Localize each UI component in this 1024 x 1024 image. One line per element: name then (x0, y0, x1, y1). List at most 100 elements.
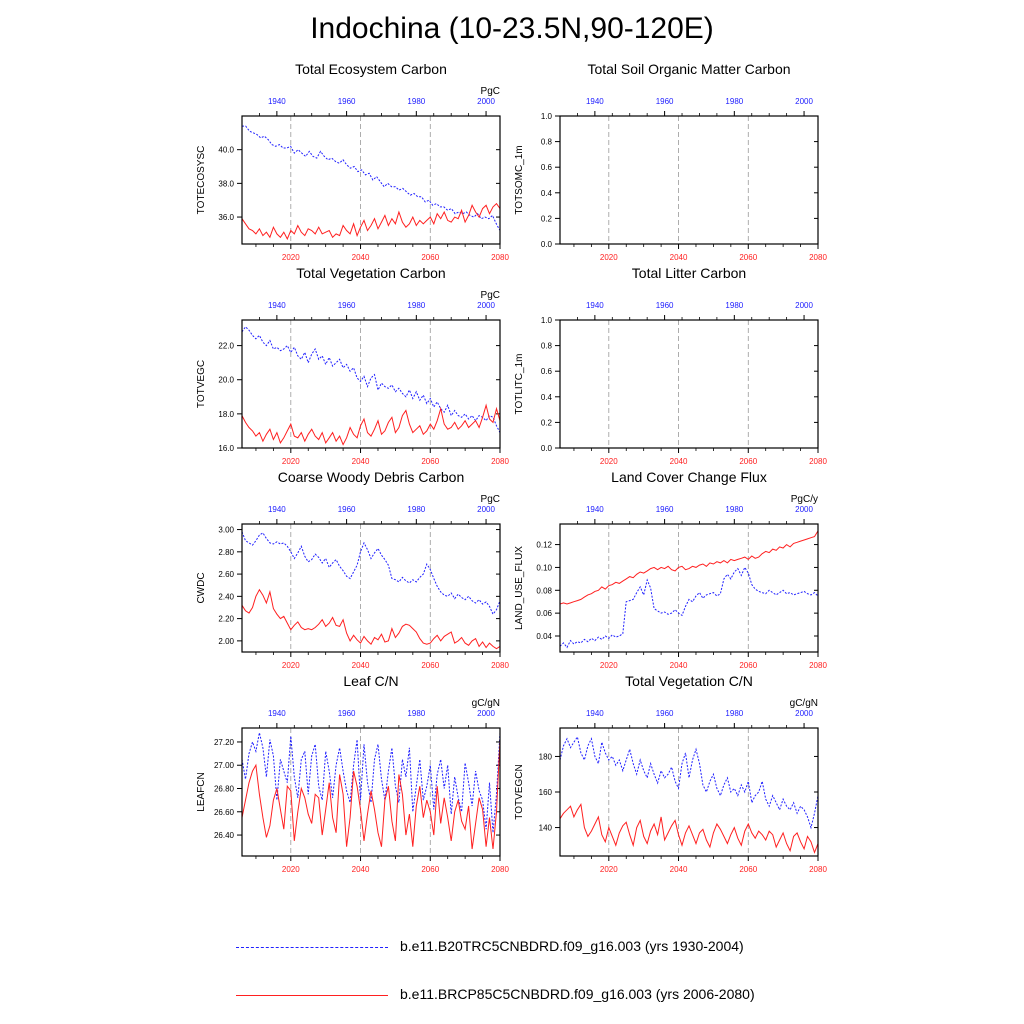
legend-line-dashed (236, 947, 388, 948)
series-line-historical (242, 326, 500, 433)
y-axis-label: LAND_USE_FLUX (514, 546, 525, 630)
x-top-tick-label: 2000 (477, 505, 495, 514)
chart-panel: Total Vegetation Carbon PgC TOTVEGC 16.0 18.… (196, 265, 509, 466)
y-axis-label: LEAFCN (196, 772, 207, 811)
y-tick-label: 0.4 (541, 189, 553, 198)
y-axis-label: TOTVEGC (196, 360, 207, 408)
x-bottom-tick-label: 2080 (491, 865, 509, 874)
x-top-tick-label: 1960 (338, 505, 356, 514)
x-top-tick-label: 1940 (268, 709, 286, 718)
chart-title: Total Vegetation Carbon (296, 265, 445, 281)
x-top-tick-label: 1960 (656, 505, 674, 514)
plot-frame (241, 727, 501, 857)
units-label: PgC (481, 290, 500, 301)
series-line-historical (242, 125, 500, 231)
x-top-tick-label: 1960 (656, 301, 674, 310)
plot-frame (559, 319, 819, 449)
y-tick-label: 140 (539, 824, 553, 833)
plot-frame (241, 523, 501, 653)
x-top-tick-label: 1940 (268, 505, 286, 514)
x-bottom-tick-label: 2020 (600, 661, 618, 670)
chart-title: Total Vegetation C/N (625, 673, 753, 689)
units-label: PgC (481, 494, 500, 505)
chart-title: Land Cover Change Flux (611, 469, 767, 485)
x-top-tick-label: 1960 (338, 97, 356, 106)
chart-title: Total Litter Carbon (632, 265, 746, 281)
y-tick-label: 2.40 (218, 592, 234, 601)
x-top-tick-label: 1980 (407, 301, 425, 310)
x-bottom-tick-label: 2080 (491, 661, 509, 670)
x-top-tick-label: 1980 (725, 97, 743, 106)
x-top-tick-label: 1940 (586, 97, 604, 106)
y-tick-label: 180 (539, 752, 553, 761)
y-axis-label: TOTECOSYSC (196, 146, 207, 215)
y-tick-label: 18.0 (218, 410, 234, 419)
x-top-tick-label: 1940 (586, 301, 604, 310)
chart-panel: Total Soil Organic Matter Carbon TOTSOMC_… (514, 61, 827, 262)
y-tick-label: 0.10 (536, 563, 552, 572)
y-tick-label: 0.6 (541, 163, 553, 172)
y-tick-label: 0.12 (536, 541, 552, 550)
y-tick-label: 26.60 (214, 808, 235, 817)
y-tick-label: 26.40 (214, 831, 235, 840)
chart-title: Total Ecosystem Carbon (295, 61, 447, 77)
y-tick-label: 0.0 (541, 240, 553, 249)
y-tick-label: 2.00 (218, 637, 234, 646)
x-top-tick-label: 2000 (795, 301, 813, 310)
plot-frame (241, 115, 501, 245)
x-top-tick-label: 1940 (268, 301, 286, 310)
x-top-tick-label: 2000 (795, 505, 813, 514)
legend-label: b.e11.BRCP85C5CNBDRD.f09_g16.003 (yrs 20… (400, 986, 755, 1002)
x-bottom-tick-label: 2060 (421, 253, 439, 262)
x-bottom-tick-label: 2040 (352, 865, 370, 874)
y-tick-label: 0.06 (536, 609, 552, 618)
chart-title: Coarse Woody Debris Carbon (278, 469, 465, 485)
x-bottom-tick-label: 2020 (600, 865, 618, 874)
x-bottom-tick-label: 2040 (352, 253, 370, 262)
units-label: PgC (481, 86, 500, 97)
y-tick-label: 22.0 (218, 342, 234, 351)
y-tick-label: 1.0 (541, 112, 553, 121)
y-tick-label: 0.8 (541, 138, 553, 147)
series-line-future (242, 202, 500, 241)
x-top-tick-label: 1960 (656, 97, 674, 106)
y-tick-label: 1.0 (541, 316, 553, 325)
series-line-future (242, 403, 500, 446)
legend-entry-historical: b.e11.B20TRC5CNBDRD.f09_g16.003 (yrs 193… (236, 936, 796, 960)
chart-panel: Total Vegetation C/N gC/gN TOTVEGCN 140 160 1… (514, 673, 827, 874)
x-top-tick-label: 1980 (407, 505, 425, 514)
x-bottom-tick-label: 2060 (421, 865, 439, 874)
x-bottom-tick-label: 2080 (809, 865, 827, 874)
y-tick-label: 26.80 (214, 785, 235, 794)
legend-line-solid (236, 995, 388, 996)
y-axis-label: TOTLITC_1m (514, 354, 525, 415)
y-axis-label: CWDC (196, 572, 207, 603)
y-tick-label: 3.00 (218, 526, 234, 535)
y-tick-label: 27.00 (214, 761, 235, 770)
x-top-tick-label: 2000 (477, 301, 495, 310)
x-bottom-tick-label: 2040 (670, 457, 688, 466)
plot-frame (559, 523, 819, 653)
chart-panel: Leaf C/N gC/gN LEAFCN 26.40 26.60 26.80 27.00 2… (196, 673, 509, 874)
y-tick-label: 2.20 (218, 615, 234, 624)
x-bottom-tick-label: 2060 (421, 457, 439, 466)
x-top-tick-label: 2000 (795, 97, 813, 106)
x-bottom-tick-label: 2060 (739, 661, 757, 670)
units-label: PgC/y (791, 494, 818, 505)
series-line-future (242, 588, 500, 650)
x-bottom-tick-label: 2080 (809, 457, 827, 466)
x-bottom-tick-label: 2080 (491, 457, 509, 466)
units-label: gC/gN (472, 698, 500, 709)
x-bottom-tick-label: 2020 (282, 865, 300, 874)
x-top-tick-label: 1980 (407, 709, 425, 718)
page-title: Indochina (10-23.5N,90-120E) (310, 12, 714, 45)
x-top-tick-label: 1940 (586, 505, 604, 514)
chart-panel: Land Cover Change Flux PgC/y LAND_USE_FLUX… (514, 469, 827, 670)
y-tick-label: 40.0 (218, 146, 234, 155)
x-bottom-tick-label: 2080 (809, 661, 827, 670)
units-label: gC/gN (790, 698, 818, 709)
x-top-tick-label: 2000 (477, 709, 495, 718)
series-line-future (560, 530, 818, 605)
x-bottom-tick-label: 2060 (739, 865, 757, 874)
